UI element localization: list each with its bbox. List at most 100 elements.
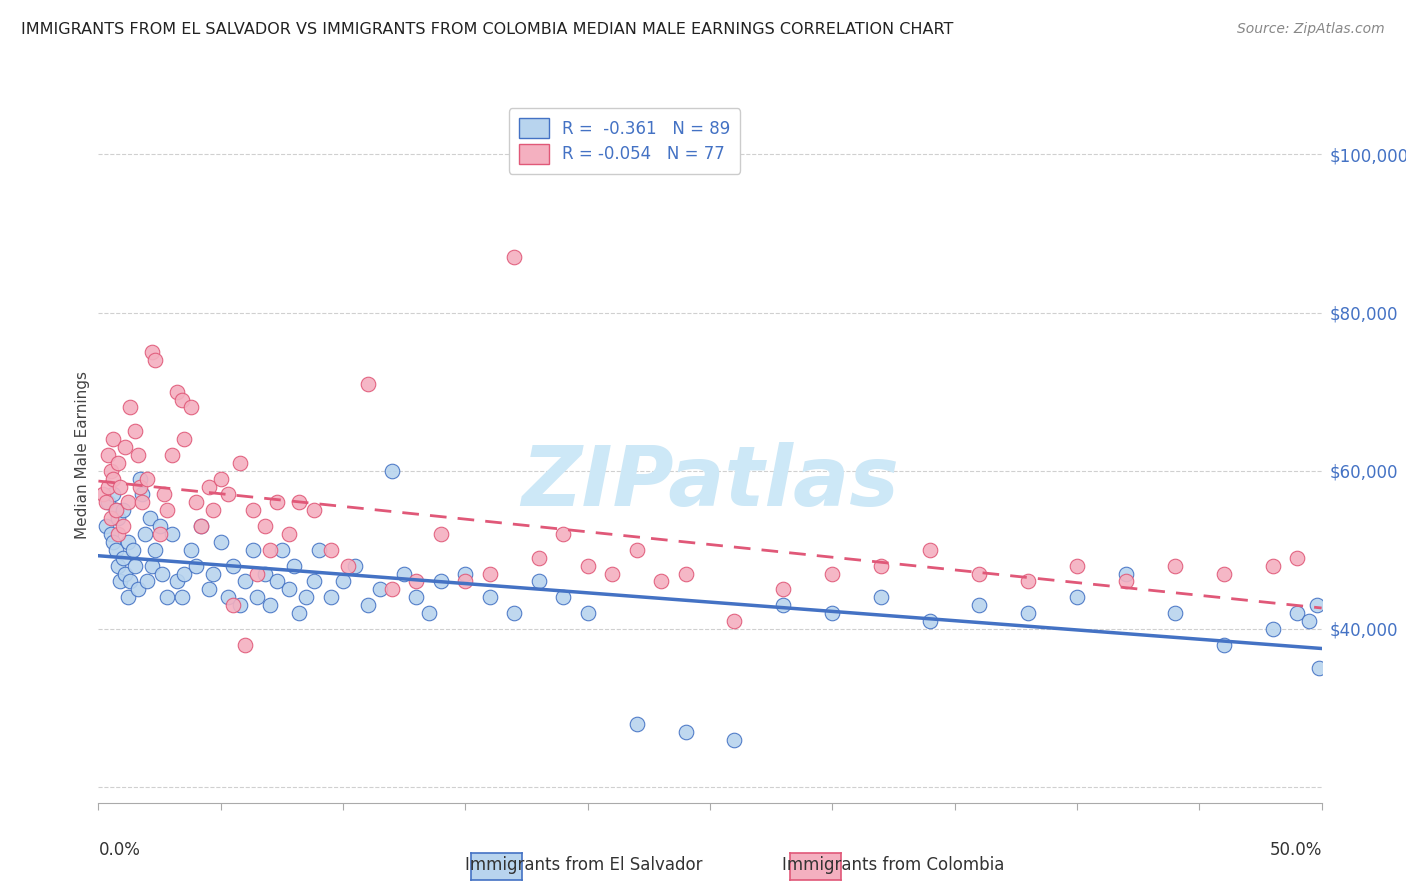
Point (180, 542, 202, 557)
Text: 0.0%: 0.0% (98, 841, 141, 859)
Point (675, 724, 697, 739)
Point (136, 472, 159, 486)
Point (153, 487, 176, 501)
Point (1115, 566, 1137, 581)
Point (675, 566, 697, 581)
Point (920, 614, 942, 628)
Point (723, 732, 745, 747)
Point (170, 591, 193, 605)
Point (136, 574, 159, 589)
Point (253, 566, 276, 581)
Point (91, 487, 114, 501)
Point (1306, 598, 1329, 612)
Point (1115, 574, 1137, 589)
Point (129, 472, 152, 486)
Point (278, 582, 301, 597)
Point (430, 574, 453, 589)
Point (114, 440, 136, 454)
Point (94, 519, 117, 533)
Point (217, 591, 239, 605)
Legend: R =  -0.361   N = 89, R = -0.054   N = 77: R = -0.361 N = 89, R = -0.054 N = 77 (509, 109, 740, 174)
Point (478, 566, 501, 581)
Point (143, 353, 166, 368)
Point (288, 606, 311, 620)
Point (266, 574, 288, 589)
Point (173, 432, 195, 446)
Point (319, 591, 342, 605)
Point (100, 464, 122, 478)
Point (229, 456, 252, 470)
Point (336, 558, 359, 573)
Point (266, 495, 288, 509)
Point (356, 598, 378, 612)
Point (242, 542, 264, 557)
Point (1017, 606, 1039, 620)
Point (104, 503, 127, 517)
Point (117, 591, 139, 605)
Text: Immigrants from Colombia: Immigrants from Colombia (782, 856, 1004, 874)
Point (111, 550, 134, 565)
Point (101, 535, 124, 549)
Text: Source: ZipAtlas.com: Source: ZipAtlas.com (1237, 22, 1385, 37)
Point (478, 591, 501, 605)
Point (295, 591, 318, 605)
Point (246, 591, 269, 605)
Point (308, 542, 330, 557)
Point (97, 479, 120, 493)
Point (626, 542, 648, 557)
Point (101, 432, 124, 446)
Point (259, 542, 281, 557)
Point (222, 558, 245, 573)
Point (454, 574, 477, 589)
Point (124, 558, 146, 573)
Point (97, 495, 120, 509)
Point (381, 464, 404, 478)
Point (131, 495, 153, 509)
Point (101, 472, 124, 486)
Point (242, 503, 264, 517)
Point (302, 574, 325, 589)
Point (149, 527, 172, 541)
Point (418, 606, 440, 620)
Point (356, 376, 378, 391)
Point (319, 542, 342, 557)
Point (156, 503, 179, 517)
Point (209, 535, 232, 549)
Point (1017, 574, 1039, 589)
Point (772, 598, 794, 612)
Point (129, 479, 152, 493)
Point (127, 582, 149, 597)
Point (110, 574, 132, 589)
Point (405, 574, 427, 589)
Point (1164, 558, 1187, 573)
Point (233, 638, 256, 652)
Point (124, 424, 146, 438)
Point (190, 519, 212, 533)
Point (1308, 661, 1330, 675)
Point (368, 582, 391, 597)
Point (576, 606, 599, 620)
Text: ZIPatlas: ZIPatlas (522, 442, 898, 524)
Point (173, 566, 195, 581)
Point (1066, 591, 1088, 605)
Point (111, 503, 134, 517)
Point (454, 566, 477, 581)
Point (600, 566, 623, 581)
Point (332, 574, 354, 589)
Point (101, 487, 124, 501)
Point (197, 479, 219, 493)
Point (870, 558, 893, 573)
Point (626, 716, 648, 731)
Point (253, 519, 276, 533)
Point (576, 558, 599, 573)
Point (104, 503, 127, 517)
Point (723, 614, 745, 628)
Point (1261, 558, 1284, 573)
Point (134, 527, 156, 541)
Point (190, 519, 212, 533)
Point (104, 542, 127, 557)
Point (302, 503, 325, 517)
Point (217, 487, 239, 501)
Point (1212, 638, 1234, 652)
Point (1164, 606, 1187, 620)
